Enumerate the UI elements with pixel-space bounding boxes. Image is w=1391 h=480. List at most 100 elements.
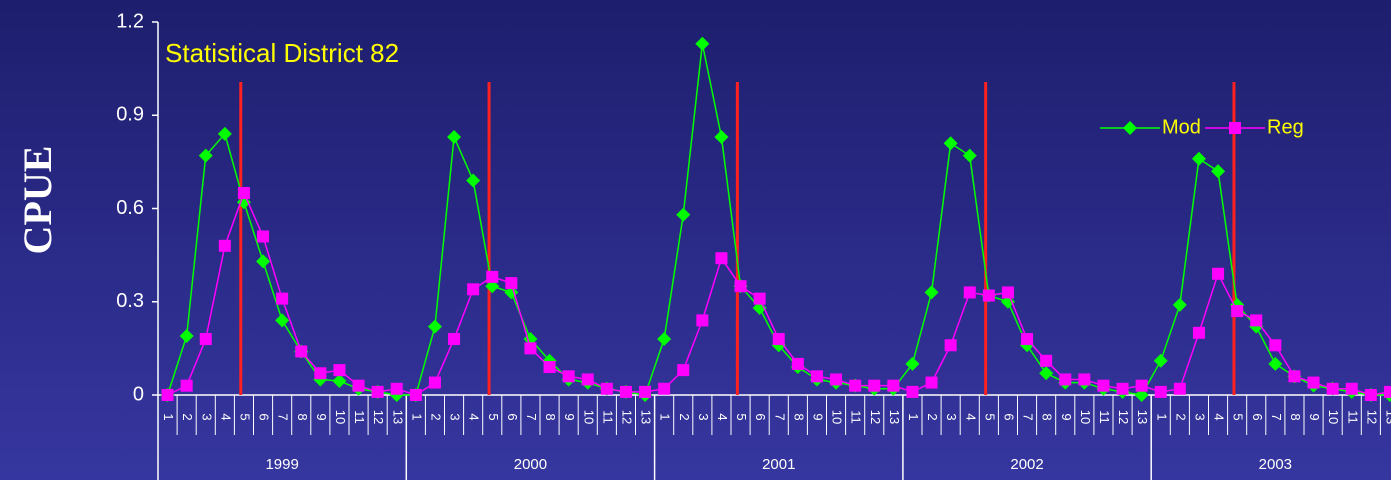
data-point <box>658 383 670 395</box>
x-tick-label: 1 <box>409 413 424 420</box>
data-point <box>238 187 250 199</box>
data-point <box>735 280 747 292</box>
x-tick-label: 2 <box>925 413 940 420</box>
x-tick-label: 8 <box>295 413 310 420</box>
data-point <box>887 380 899 392</box>
data-point <box>657 332 671 346</box>
x-tick-label: 5 <box>734 413 749 420</box>
data-point <box>372 386 384 398</box>
x-tick-label: 6 <box>753 413 768 420</box>
data-point <box>257 230 269 242</box>
data-point <box>849 380 861 392</box>
data-point <box>448 333 460 345</box>
x-tick-label: 11 <box>352 410 367 424</box>
x-tick-label: 6 <box>1250 413 1265 420</box>
x-tick-label: 12 <box>1116 410 1131 424</box>
x-tick-label: 2 <box>429 413 444 420</box>
x-tick-label: 7 <box>1021 413 1036 420</box>
data-point <box>1174 383 1186 395</box>
data-point <box>1078 373 1090 385</box>
x-tick-label: 11 <box>1097 410 1112 424</box>
x-tick-label: 8 <box>1288 413 1303 420</box>
x-tick-label: 5 <box>238 413 253 420</box>
data-point <box>983 290 995 302</box>
x-tick-label: 13 <box>639 410 654 424</box>
x-tick-label: 8 <box>543 413 558 420</box>
data-point <box>1154 354 1168 368</box>
x-tick-label: 11 <box>849 410 864 424</box>
data-point <box>620 386 632 398</box>
x-tick-label: 2 <box>1173 413 1188 420</box>
data-point <box>944 136 958 150</box>
data-point <box>830 373 842 385</box>
y-tick-label: 1.2 <box>116 10 144 32</box>
data-point <box>544 361 556 373</box>
x-tick-label: 4 <box>715 413 730 420</box>
data-point <box>1059 373 1071 385</box>
data-point <box>714 130 728 144</box>
data-point <box>945 339 957 351</box>
data-point <box>466 174 480 188</box>
x-tick-label: 4 <box>1212 413 1227 420</box>
data-point <box>773 333 785 345</box>
x-tick-label: 3 <box>1193 413 1208 420</box>
data-point <box>1136 380 1148 392</box>
data-point <box>676 208 690 222</box>
x-tick-label: 1 <box>1154 413 1169 420</box>
legend-marker <box>1123 121 1137 135</box>
data-point <box>906 386 918 398</box>
data-point <box>1117 383 1129 395</box>
x-tick-label: 13 <box>1384 410 1391 424</box>
data-point <box>695 37 709 51</box>
x-tick-label: 11 <box>1345 410 1360 424</box>
data-point <box>428 320 442 334</box>
data-point <box>1155 386 1167 398</box>
data-point <box>1211 164 1225 178</box>
x-tick-label: 4 <box>218 413 233 420</box>
data-point <box>1269 339 1281 351</box>
data-point <box>905 357 919 371</box>
x-tick-label: 9 <box>1059 413 1074 420</box>
data-point <box>811 370 823 382</box>
data-point <box>926 377 938 389</box>
data-point <box>792 358 804 370</box>
data-point <box>696 314 708 326</box>
data-point <box>524 342 536 354</box>
data-point <box>1212 268 1224 280</box>
x-tick-label: 12 <box>620 410 635 424</box>
y-tick-label: 0.9 <box>116 104 144 126</box>
x-tick-label: 6 <box>1002 413 1017 420</box>
x-tick-label: 7 <box>1269 413 1284 420</box>
x-tick-label: 5 <box>486 413 501 420</box>
x-tick-label: 12 <box>868 410 883 424</box>
data-point <box>1002 286 1014 298</box>
x-tick-label: 9 <box>811 413 826 420</box>
group-label: 1999 <box>265 456 298 473</box>
y-tick-label: 0.3 <box>116 290 144 312</box>
data-point <box>295 345 307 357</box>
x-tick-label: 7 <box>276 413 291 420</box>
data-point <box>410 389 422 401</box>
x-tick-label: 5 <box>1231 413 1246 420</box>
x-tick-label: 1 <box>161 413 176 420</box>
x-tick-label: 10 <box>830 410 845 424</box>
data-point <box>275 313 289 327</box>
x-tick-label: 12 <box>1364 410 1379 424</box>
x-tick-label: 1 <box>658 413 673 420</box>
x-tick-label: 9 <box>314 413 329 420</box>
data-point <box>353 380 365 392</box>
data-point <box>1250 314 1262 326</box>
data-point <box>1231 305 1243 317</box>
x-tick-label: 1 <box>906 413 921 420</box>
data-point <box>1308 377 1320 389</box>
data-point <box>963 149 977 163</box>
data-point <box>447 130 461 144</box>
data-point <box>1365 389 1377 401</box>
data-point <box>1173 298 1187 312</box>
data-point <box>1193 327 1205 339</box>
x-tick-label: 8 <box>791 413 806 420</box>
series-line <box>168 193 1390 395</box>
x-tick-label: 6 <box>257 413 272 420</box>
x-tick-label: 4 <box>963 413 978 420</box>
data-point <box>467 283 479 295</box>
